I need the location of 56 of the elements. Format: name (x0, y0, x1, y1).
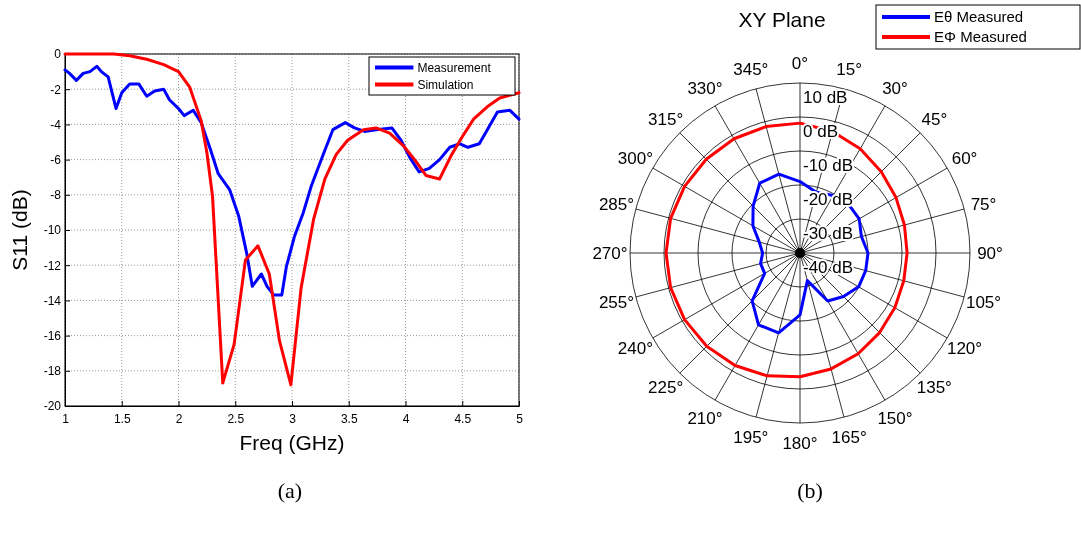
spoke-label: 345° (733, 60, 769, 80)
y-tick-label: -16 (43, 328, 62, 343)
x-tick-label: 2.5 (227, 411, 245, 426)
y-tick-label: 0 (54, 47, 62, 62)
spoke-label: 75° (970, 194, 997, 214)
spoke-label: 90° (977, 244, 1003, 263)
spoke-label: 150° (877, 408, 913, 428)
spoke-label: 210° (687, 408, 723, 428)
spoke-label: 60° (951, 149, 978, 168)
y-tick-label: -8 (50, 188, 62, 203)
x-tick-label: 4 (402, 411, 410, 426)
spoke-label: 270° (592, 244, 628, 263)
y-axis-title: S11 (dB) (8, 189, 31, 271)
spoke-label: 45° (921, 109, 948, 129)
x-tick-label: 5 (516, 411, 524, 426)
text: (a) (277, 478, 303, 503)
y-tick-label: -18 (43, 364, 62, 379)
x-tick-label: 3.5 (340, 411, 358, 426)
text: (b) (797, 478, 823, 503)
spoke-label: 180° (782, 434, 818, 453)
spoke-label: 120° (946, 339, 983, 358)
x-axis-title: Freq (GHz) (239, 431, 345, 454)
legend-label: Eθ Measured (934, 8, 1024, 26)
y-tick-label: -14 (43, 293, 62, 308)
spoke-label: 165° (831, 427, 867, 447)
legend-label: Simulation (417, 77, 474, 92)
x-tick-label: 2 (175, 411, 183, 426)
spoke-label: 0° (791, 54, 809, 73)
spoke-label: 315° (648, 109, 684, 129)
spoke-label: 225° (648, 378, 684, 398)
y-tick-label: -10 (43, 223, 62, 238)
spoke-label: 255° (598, 293, 635, 313)
line-series (63, 64, 521, 297)
y-tick-label: -2 (50, 82, 62, 97)
y-tick-label: 10 dB (803, 88, 848, 107)
spoke-label: 240° (617, 339, 654, 358)
spoke-label: 105° (965, 293, 1002, 313)
spoke-label: 300° (617, 149, 654, 168)
spoke-label: 285° (598, 194, 635, 214)
legend-label: EΦ Measured (934, 28, 1027, 46)
spoke-label: 195° (733, 427, 769, 447)
x-tick-label: 1 (62, 411, 70, 426)
spoke-label: 330° (687, 79, 723, 99)
y-tick-label: -12 (43, 258, 62, 273)
chart-title: XY Plane (738, 8, 826, 31)
x-tick-label: 1.5 (113, 411, 131, 426)
y-tick-label: -10 dB (803, 156, 854, 175)
spoke-label: 30° (882, 79, 908, 99)
y-tick-label: -6 (50, 152, 62, 167)
spoke-label: 135° (916, 378, 952, 398)
x-tick-label: 3 (289, 411, 297, 426)
spoke-label: 15° (836, 60, 863, 80)
y-tick-label: -4 (50, 117, 62, 132)
x-tick-label: 4.5 (454, 411, 472, 426)
y-tick-label: -20 (43, 399, 62, 414)
legend-label: Measurement (417, 60, 492, 75)
